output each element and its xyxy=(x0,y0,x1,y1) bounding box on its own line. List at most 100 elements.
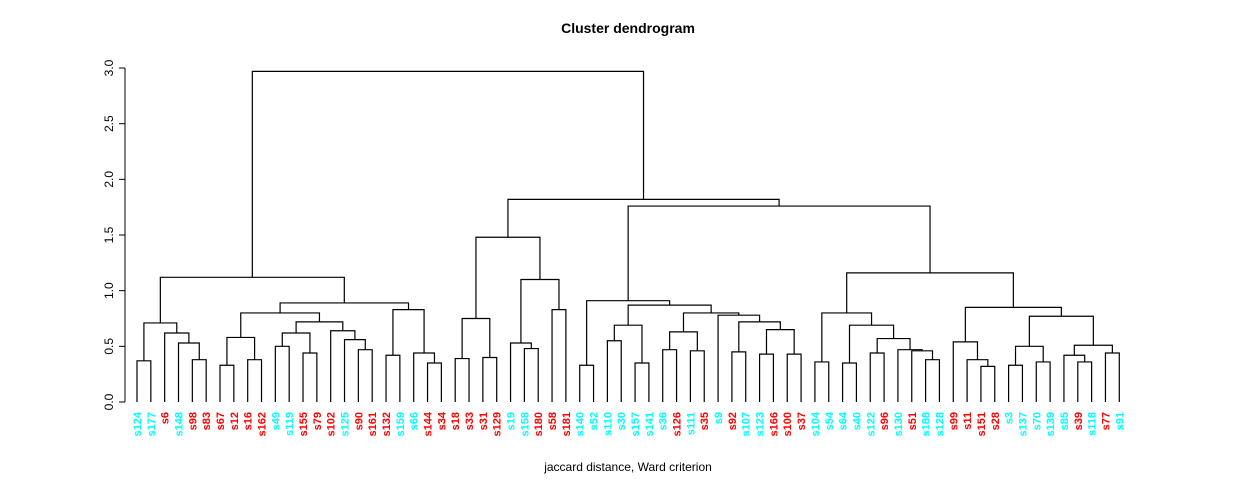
dendrogram-link xyxy=(219,364,235,402)
dendrogram-link xyxy=(613,324,643,364)
leaf-label-s132: s132 xyxy=(381,412,393,436)
leaf-label-s118: s118 xyxy=(1087,412,1099,436)
leaf-label-s140: s140 xyxy=(575,412,587,436)
dendrogram-link xyxy=(475,236,541,319)
dendrogram-link xyxy=(413,352,436,402)
dendrogram-link xyxy=(1077,361,1093,402)
x-axis-caption: jaccard distance, Ward criterion xyxy=(544,460,712,474)
dendrogram-link xyxy=(385,354,401,402)
dendrogram-link xyxy=(159,276,345,323)
dendrogram-link xyxy=(191,359,207,402)
leaf-label-s36: s36 xyxy=(658,412,670,430)
dendrogram-link xyxy=(689,350,705,402)
dendrogram-link xyxy=(274,345,290,402)
leaf-label-s151: s151 xyxy=(976,412,988,436)
chart-title: Cluster dendrogram xyxy=(561,20,695,36)
dendrogram-link xyxy=(821,312,873,362)
leaf-label-s64: s64 xyxy=(838,411,850,430)
leaf-label-s77: s77 xyxy=(1100,412,1112,430)
dendrogram-link xyxy=(1073,344,1113,356)
dendrogram-link xyxy=(523,347,539,402)
dendrogram-link xyxy=(952,341,979,402)
dendrogram-link xyxy=(876,337,911,354)
leaf-label-s31: s31 xyxy=(478,412,490,430)
dendrogram-link xyxy=(143,322,178,361)
leaf-label-s11: s11 xyxy=(962,412,974,430)
dendrogram-link xyxy=(461,317,491,359)
leaf-label-s148: s148 xyxy=(174,412,186,436)
leaf-label-s177: s177 xyxy=(146,412,158,436)
dendrogram-link xyxy=(343,339,366,402)
dendrogram-link xyxy=(279,302,410,313)
leaf-label-s158: s158 xyxy=(519,412,531,436)
leaf-label-s91: s91 xyxy=(1114,412,1126,430)
dendrogram-link xyxy=(520,278,560,343)
dendrogram-link xyxy=(226,336,256,366)
dendrogram-link xyxy=(330,330,356,402)
leaf-label-s96: s96 xyxy=(879,412,891,430)
dendrogram-link xyxy=(136,360,152,402)
dendrogram-link xyxy=(814,361,830,402)
leaf-label-s85: s85 xyxy=(1059,412,1071,430)
leaf-label-s141: s141 xyxy=(644,412,656,436)
leaf-label-s137: s137 xyxy=(1017,412,1029,436)
leaf-label-s123: s123 xyxy=(755,412,767,436)
leaf-label-s16: s16 xyxy=(243,412,255,430)
dendrogram-link xyxy=(1035,361,1051,402)
dendrogram-link xyxy=(964,306,1062,342)
dendrogram-link xyxy=(1028,315,1094,347)
leaf-label-s129: s129 xyxy=(492,412,504,436)
leaf-label-s124: s124 xyxy=(132,411,144,436)
leaf-label-s180: s180 xyxy=(533,412,545,436)
leaf-label-s102: s102 xyxy=(326,412,338,436)
leaf-label-s18: s18 xyxy=(450,412,462,430)
y-tick-label: 2.5 xyxy=(102,115,116,132)
leaf-label-s37: s37 xyxy=(796,412,808,430)
dendrogram-link xyxy=(731,351,747,402)
leaf-label-s66: s66 xyxy=(409,412,421,430)
dendrogram-link xyxy=(586,300,671,366)
dendrogram-link xyxy=(911,350,934,402)
dendrogram-link xyxy=(357,349,373,402)
leaf-label-s155: s155 xyxy=(298,412,310,436)
dendrogram-link xyxy=(1008,364,1024,402)
dendrogram-link xyxy=(426,362,442,402)
dendrogram-link xyxy=(765,329,795,355)
dendrogram-link xyxy=(392,308,425,356)
leaf-label-s49: s49 xyxy=(270,412,282,430)
leaf-label-s39: s39 xyxy=(1073,412,1085,430)
leaf-label-s126: s126 xyxy=(672,412,684,436)
y-tick-label: 0.5 xyxy=(102,338,116,355)
dendrogram-link xyxy=(1104,352,1120,402)
y-tick-label: 1.5 xyxy=(102,226,116,243)
dendrogram-link xyxy=(177,342,200,402)
dendrogram-link xyxy=(980,365,996,402)
leaf-label-s104: s104 xyxy=(810,411,822,436)
leaf-label-s3: s3 xyxy=(1004,412,1016,424)
leaf-label-s58: s58 xyxy=(547,412,559,430)
leaf-label-s54: s54 xyxy=(824,411,836,430)
dendrogram-link xyxy=(682,312,740,332)
y-tick-label: 2.0 xyxy=(102,171,116,188)
leaf-label-s144: s144 xyxy=(423,411,435,436)
leaf-label-s79: s79 xyxy=(312,412,324,430)
leaf-label-s122: s122 xyxy=(865,412,877,436)
leaf-label-s157: s157 xyxy=(630,412,642,436)
leaf-label-s162: s162 xyxy=(257,412,269,436)
leaf-label-s161: s161 xyxy=(367,412,379,436)
leaf-label-s28: s28 xyxy=(990,412,1002,430)
leaf-label-s83: s83 xyxy=(201,412,213,430)
dendrogram-link xyxy=(717,314,761,402)
dendrogram-link xyxy=(758,353,775,402)
dendrogram-link xyxy=(302,352,318,402)
dendrogram-link xyxy=(897,349,923,402)
dendrogram-link xyxy=(924,359,941,402)
dendrogram-link xyxy=(662,349,678,402)
leaf-label-s92: s92 xyxy=(727,412,739,430)
leaf-label-s9: s9 xyxy=(713,412,725,424)
dendrogram-link xyxy=(869,352,885,402)
dendrogram-link xyxy=(627,205,931,301)
dendrogram-link xyxy=(966,359,989,402)
